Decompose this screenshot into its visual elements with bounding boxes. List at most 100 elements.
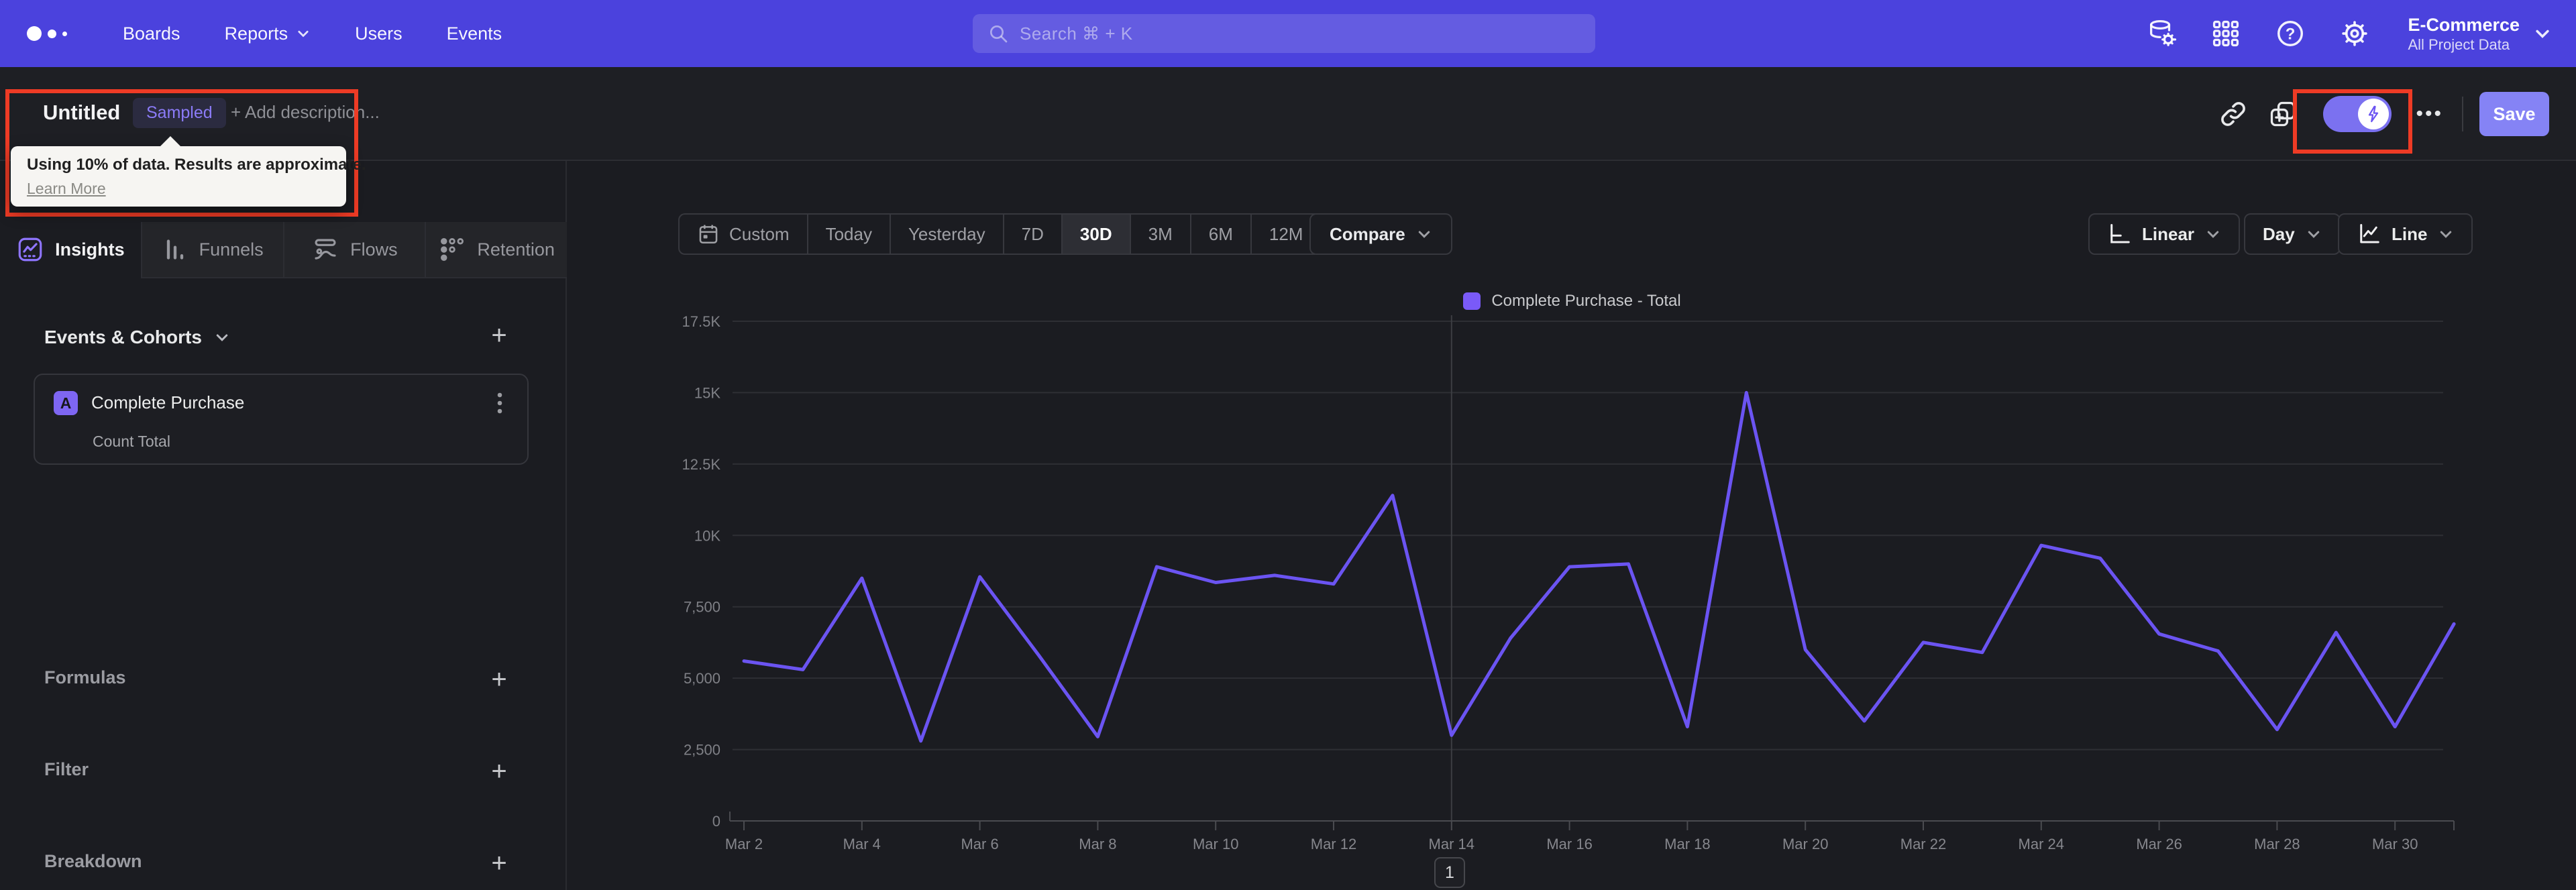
section-label: Breakdown — [44, 851, 142, 871]
search-icon — [987, 23, 1009, 44]
nav-item-label: Reports — [224, 23, 288, 44]
x-axis-label: Mar 30 — [2372, 836, 2418, 852]
nav-icon-group: ? E-Commerce All Project Data — [2138, 0, 2576, 67]
data-management-icon[interactable] — [2138, 10, 2185, 57]
series-line[interactable] — [742, 390, 2456, 743]
nav-item-reports[interactable]: Reports — [225, 23, 311, 44]
y-axis-label: 10K — [694, 527, 720, 544]
section-breakdown: Breakdown + — [0, 846, 567, 883]
x-axis-label: Mar 6 — [961, 836, 998, 852]
event-kebab-menu-icon[interactable] — [490, 391, 510, 419]
range-today[interactable]: Today — [806, 215, 890, 254]
range-yesterday[interactable]: Yesterday — [889, 215, 1003, 254]
tab-flows[interactable]: Flows — [282, 222, 425, 278]
learn-more-link[interactable]: Learn More — [27, 180, 106, 197]
legend-swatch — [1463, 292, 1481, 310]
scale-label: Linear — [2142, 223, 2195, 244]
add-breakdown-button[interactable]: + — [491, 848, 507, 878]
range-12m[interactable]: 12M — [1250, 215, 1321, 254]
nav-item-label: Users — [355, 23, 402, 44]
report-title[interactable]: Untitled — [43, 101, 121, 124]
compare-button[interactable]: Compare — [1309, 213, 1452, 255]
settings-gear-icon[interactable] — [2331, 10, 2378, 57]
copy-link-icon[interactable] — [2213, 94, 2253, 134]
tab-label: Flows — [350, 239, 398, 260]
event-name[interactable]: Complete Purchase — [91, 392, 245, 412]
chevron-down-icon — [1418, 231, 1430, 238]
mixpanel-logo-icon[interactable] — [27, 26, 91, 41]
sampling-tooltip: Using 10% of data. Results are approxima… — [11, 136, 366, 207]
x-axis-label: Mar 16 — [1546, 836, 1592, 852]
section-formulas: Formulas + — [0, 662, 567, 700]
sampling-toggle[interactable] — [2323, 96, 2392, 132]
range-label: Custom — [729, 223, 790, 244]
legend-item[interactable]: Complete Purchase - Total — [1463, 292, 1681, 311]
calendar-icon — [697, 223, 720, 245]
x-axis-label: Mar 4 — [843, 836, 881, 852]
x-axis-label: Mar 14 — [1429, 836, 1474, 852]
chart-type-dropdown[interactable]: Line — [2338, 213, 2473, 255]
lightning-bolt-icon — [2369, 105, 2379, 123]
tab-insights[interactable]: Insights — [0, 222, 141, 278]
tab-retention[interactable]: Retention — [425, 222, 567, 278]
legend-label: Complete Purchase - Total — [1491, 292, 1681, 310]
more-menu-button[interactable]: ••• — [2416, 103, 2443, 125]
chart-legend: Complete Purchase - Total — [568, 292, 2576, 311]
event-metric[interactable]: Count Total — [93, 433, 170, 450]
chevron-down-icon — [216, 334, 228, 341]
x-axis-label: Mar 2 — [725, 836, 763, 852]
range-label: 12M — [1269, 223, 1303, 244]
report-header-bar: Untitled Sampled + Add description... — [0, 67, 2576, 161]
search-input[interactable]: Search ⌘ + K — [973, 14, 1595, 53]
range-label: 3M — [1148, 223, 1173, 244]
insights-icon — [16, 235, 44, 264]
add-event-button[interactable]: + — [491, 320, 507, 350]
retention-icon — [438, 235, 466, 264]
x-axis-label: Mar 28 — [2254, 836, 2300, 852]
apps-grid-icon[interactable] — [2202, 10, 2249, 57]
add-description-button[interactable]: + Add description... — [231, 102, 380, 122]
range-6m[interactable]: 6M — [1189, 215, 1250, 254]
search-placeholder: Search ⌘ + K — [1020, 23, 1133, 44]
nav-item-users[interactable]: Users — [355, 23, 402, 44]
chevron-down-icon — [2533, 24, 2552, 43]
nav-item-events[interactable]: Events — [447, 23, 502, 44]
events-cohorts-header[interactable]: Events & Cohorts — [44, 327, 230, 348]
add-formulas-button[interactable]: + — [491, 664, 507, 694]
top-nav: Boards Reports Users Events Search ⌘ + K — [0, 0, 2576, 67]
pagination-page-1[interactable]: 1 — [1434, 857, 1465, 888]
x-axis-label: Mar 20 — [1782, 836, 1828, 852]
report-type-tabs: Insights Funnels Flows Retention — [0, 222, 567, 278]
event-series-badge: A — [54, 391, 78, 415]
project-scope: All Project Data — [2408, 36, 2510, 53]
x-axis-label: Mar 26 — [2136, 836, 2182, 852]
tab-label: Retention — [477, 239, 555, 260]
y-axis-label: 15K — [694, 384, 720, 401]
line-chart[interactable]: 0 2,500 5,000 7,500 10K 12.5K 15K 17.5K Mar 2 Mar… — [568, 161, 2576, 890]
range-label: Yesterday — [908, 223, 985, 244]
linear-axis-icon — [2107, 222, 2131, 246]
project-name: E-Commerce — [2408, 14, 2520, 35]
x-axis-label: Mar 8 — [1079, 836, 1116, 852]
section-filter: Filter + — [0, 754, 567, 791]
project-selector[interactable]: E-Commerce All Project Data — [2408, 14, 2552, 54]
range-3m[interactable]: 3M — [1129, 215, 1190, 254]
tab-funnels[interactable]: Funnels — [140, 222, 283, 278]
event-card[interactable]: A Complete Purchase Count Total — [34, 374, 529, 465]
help-icon[interactable]: ? — [2267, 10, 2314, 57]
events-cohorts-label: Events & Cohorts — [44, 327, 202, 347]
x-axis-label: Mar 18 — [1664, 836, 1710, 852]
range-7d[interactable]: 7D — [1002, 215, 1061, 254]
scale-dropdown[interactable]: Linear — [2088, 213, 2241, 255]
tab-label: Insights — [55, 239, 125, 260]
duplicate-icon[interactable] — [2263, 94, 2303, 134]
range-30d[interactable]: 30D — [1061, 215, 1130, 254]
range-custom[interactable]: Custom — [680, 215, 807, 254]
save-button[interactable]: Save — [2479, 92, 2549, 136]
y-axis-label: 7,500 — [684, 599, 720, 616]
nav-item-boards[interactable]: Boards — [123, 23, 180, 44]
interval-dropdown[interactable]: Day — [2244, 213, 2341, 255]
add-filter-button[interactable]: + — [491, 756, 507, 786]
sampled-badge[interactable]: Sampled — [133, 98, 226, 128]
date-range-group: Custom Today Yesterday 7D 30D 3M 6M 12M — [678, 213, 1322, 255]
